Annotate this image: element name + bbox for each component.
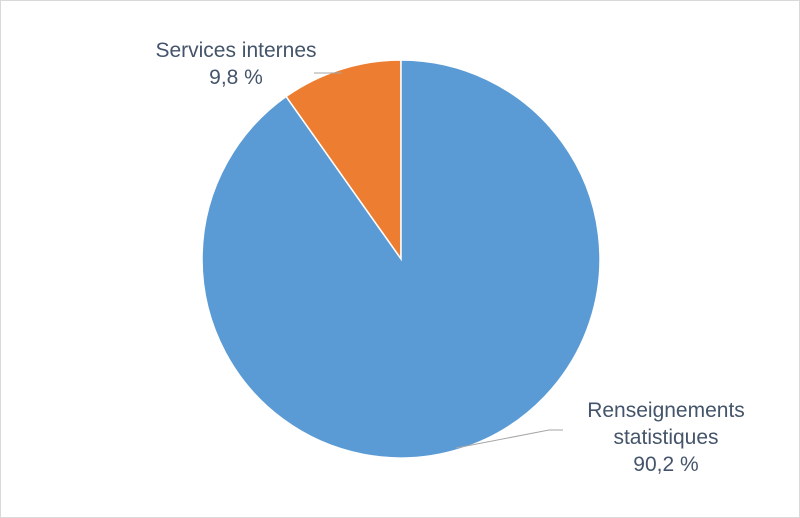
label-category-renseignements-2: statistiques	[613, 426, 719, 449]
pie-slice-renseignements-statistiques	[201, 59, 601, 459]
label-category-renseignements-1: Renseignements	[587, 399, 745, 422]
leader-line-renseignements-statistiques	[455, 429, 563, 449]
label-value-services: 9,8 %	[209, 66, 263, 89]
label-value-renseignements: 90,2 %	[633, 453, 699, 476]
data-label-services-internes: Services internes 9,8 %	[131, 37, 341, 91]
label-category-services: Services internes	[155, 39, 317, 62]
pie-slice-services-internes	[285, 59, 402, 262]
data-label-renseignements-statistiques: Renseignements statistiques 90,2 %	[561, 397, 771, 478]
